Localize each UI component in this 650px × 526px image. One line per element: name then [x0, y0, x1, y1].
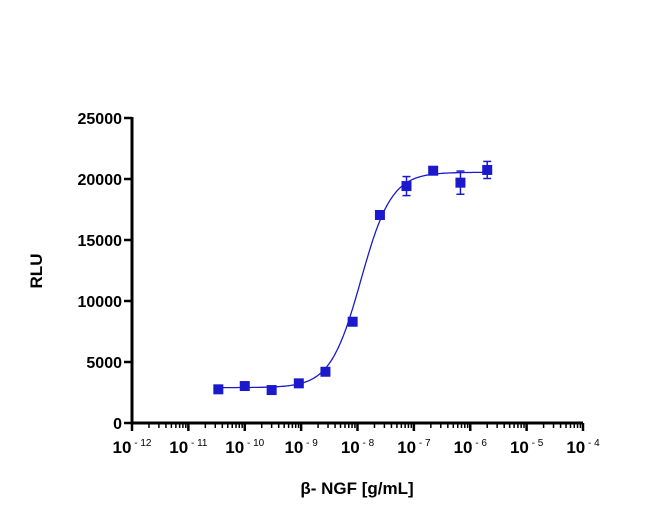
x-tick-label: 10 - 11 — [169, 438, 208, 457]
data-point — [266, 385, 277, 396]
y-tick-label: 20000 — [78, 172, 123, 189]
x-tick-label: 10 - 4 — [566, 438, 600, 457]
y-tick-label: 25000 — [78, 111, 123, 128]
x-tick-label: 10 - 10 — [225, 438, 264, 457]
y-tick-label: 15000 — [78, 233, 123, 250]
x-tick-label: 10 - 9 — [284, 438, 318, 457]
data-point — [293, 378, 304, 389]
data-point — [482, 164, 493, 175]
x-axis-label: β- NGF [g/mL] — [300, 479, 413, 498]
x-tick-label: 10 - 5 — [510, 438, 544, 457]
x-tick-label: 10 - 7 — [397, 438, 431, 457]
fit-curve — [218, 171, 488, 389]
x-tick-label: 10 - 6 — [454, 438, 488, 457]
data-point — [374, 209, 385, 220]
y-tick-label: 5000 — [86, 355, 122, 372]
y-tick-label: 10000 — [78, 294, 123, 311]
data-point — [347, 316, 358, 327]
y-tick-label: 0 — [113, 416, 122, 433]
data-points — [213, 160, 493, 396]
axes: 0 5000 10000 15000 20000 25000 10 - 12 10 - 11 1… — [78, 111, 601, 457]
data-point — [239, 381, 250, 392]
data-point — [428, 165, 439, 176]
data-point — [213, 384, 224, 395]
x-tick-label: 10 - 8 — [341, 438, 375, 457]
y-axis-label: RLU — [27, 254, 46, 289]
data-point — [401, 181, 412, 192]
data-point — [320, 366, 331, 377]
x-tick-label: 10 - 12 — [113, 438, 152, 457]
data-point — [455, 177, 466, 188]
